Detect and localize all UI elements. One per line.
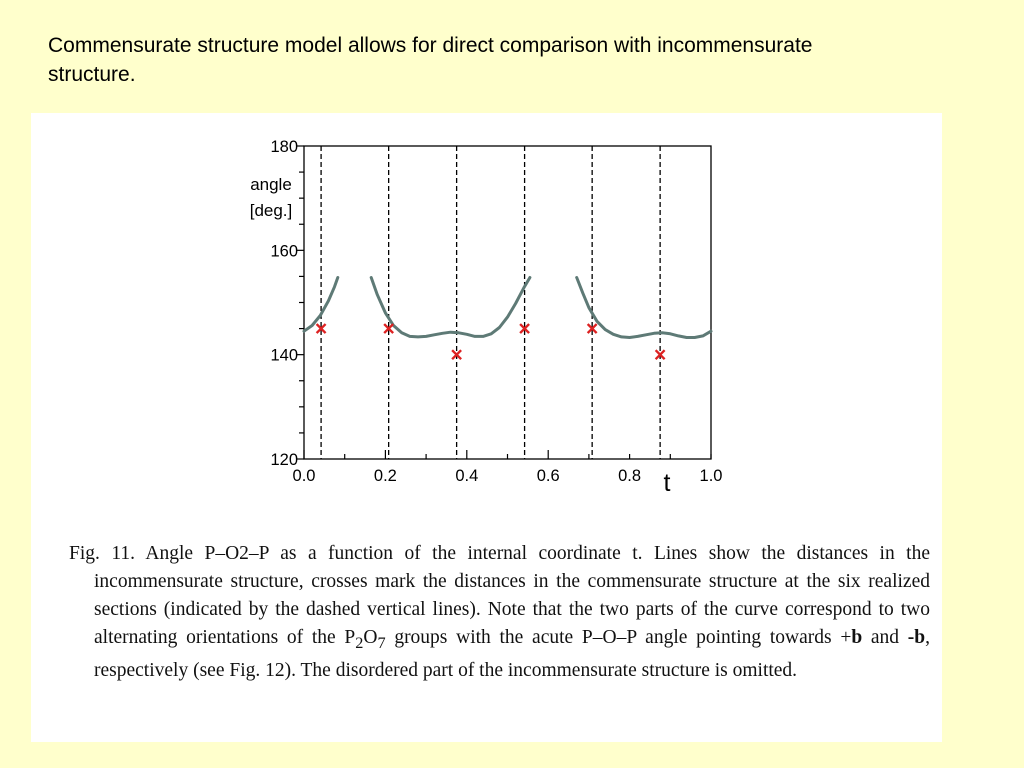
x-tick-label: 0.2 <box>374 467 397 485</box>
x-tick-label: 0.8 <box>618 467 641 485</box>
commensurate-cross-4 <box>586 323 598 334</box>
caption-part2: groups with the acute P–O–P angle pointi… <box>385 627 852 648</box>
y-axis-label-line1: angle <box>250 175 292 194</box>
angle-curve-2 <box>575 276 713 339</box>
x-tick-label: 1.0 <box>700 467 723 485</box>
angle-chart: 0.0 0.2 0.4 0.6 0.8 1.0 120 140 160 180 angle [d… <box>250 138 723 497</box>
slide-title: Commensurate structure model allows for … <box>48 34 813 86</box>
caption-sub1: 2 <box>355 633 364 652</box>
caption-part4: , respectively (see Fig. 12). The disord… <box>94 627 930 681</box>
commensurate-cross-5 <box>654 349 666 361</box>
commensurate-cross-0 <box>315 323 327 334</box>
x-tick-label: 0.4 <box>455 467 478 485</box>
angle-curve-0 <box>302 276 340 333</box>
figure-panel: 0.0 0.2 0.4 0.6 0.8 1.0 120 140 160 180 angle [d… <box>31 113 942 742</box>
commensurate-cross-3 <box>519 323 530 334</box>
caption-sub2: 7 <box>377 633 386 652</box>
angle-curve-1 <box>369 276 532 339</box>
crosses <box>315 323 666 361</box>
caption-bold2: -b <box>907 627 926 648</box>
caption-bold1: b <box>851 627 863 648</box>
section-lines <box>320 146 661 459</box>
y-axis-label-line2: [deg.] <box>250 201 293 220</box>
curves <box>302 276 713 339</box>
x-tick-label: 0.0 <box>293 467 316 485</box>
caption-part1: Angle P–O2–P as a function of the intern… <box>94 543 930 648</box>
y-ticks: 120 140 160 180 <box>270 138 304 469</box>
figure-caption: Fig. 11. Angle P–O2–P as a function of t… <box>69 540 930 685</box>
y-tick-label: 180 <box>270 138 298 156</box>
x-tick-label: 0.6 <box>537 467 560 485</box>
x-axis-label: t <box>664 469 671 497</box>
x-ticks: 0.0 0.2 0.4 0.6 0.8 1.0 <box>293 450 723 485</box>
commensurate-cross-1 <box>383 323 395 334</box>
caption-mid1: O <box>363 627 378 648</box>
y-tick-label: 120 <box>270 451 298 469</box>
commensurate-cross-2 <box>451 349 462 361</box>
caption-label: Fig. 11. <box>69 543 135 564</box>
y-tick-label: 140 <box>270 347 298 365</box>
y-tick-label: 160 <box>270 242 298 260</box>
caption-part3: and <box>862 627 908 648</box>
plot-frame <box>303 145 712 460</box>
